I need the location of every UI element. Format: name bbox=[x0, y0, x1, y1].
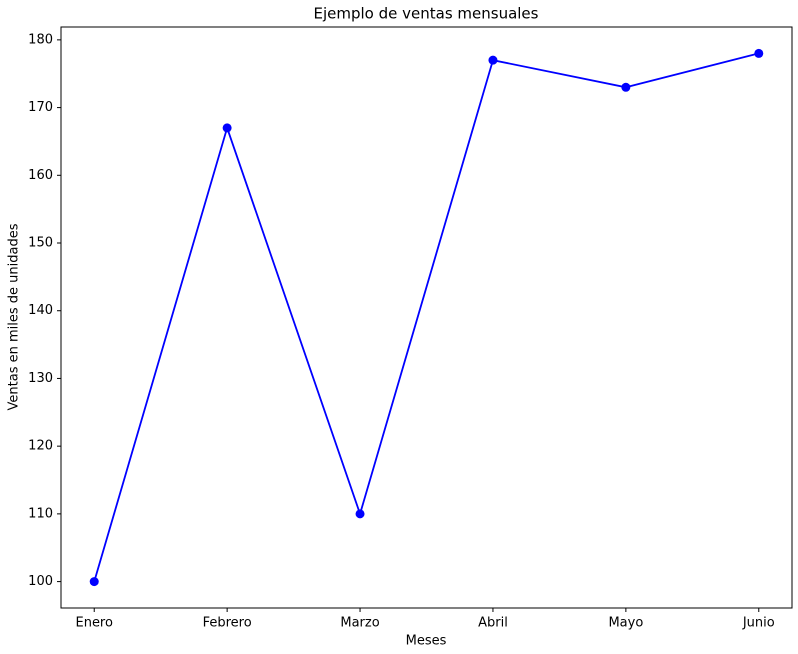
y-tick-label: 120 bbox=[28, 439, 53, 454]
y-tick-label: 130 bbox=[28, 371, 53, 386]
data-point bbox=[222, 123, 232, 133]
data-point bbox=[355, 509, 365, 519]
y-tick-label: 170 bbox=[28, 100, 53, 115]
x-tick-label: Mayo bbox=[608, 616, 643, 631]
x-axis-label: Meses bbox=[406, 634, 447, 649]
plot-frame bbox=[60, 26, 793, 609]
data-point bbox=[488, 55, 498, 65]
y-axis-label: Ventas en miles de unidades bbox=[7, 223, 22, 410]
chart-title: Ejemplo de ventas mensuales bbox=[314, 5, 539, 23]
x-tick-label: Febrero bbox=[203, 616, 252, 631]
x-tick-label: Abril bbox=[478, 616, 508, 631]
data-line bbox=[93, 52, 759, 582]
x-tick-label: Junio bbox=[742, 616, 775, 631]
y-tick-label: 110 bbox=[28, 506, 53, 521]
data-point bbox=[621, 82, 631, 92]
data-point bbox=[89, 577, 99, 587]
data-point bbox=[754, 48, 764, 58]
y-tick-label: 160 bbox=[28, 168, 53, 183]
y-tick-label: 150 bbox=[28, 236, 53, 251]
y-tick-label: 140 bbox=[28, 303, 53, 318]
x-tick-label: Enero bbox=[75, 616, 113, 631]
x-tick-label: Marzo bbox=[340, 616, 379, 631]
y-tick-label: 180 bbox=[28, 32, 53, 47]
y-tick-label: 100 bbox=[28, 574, 53, 589]
